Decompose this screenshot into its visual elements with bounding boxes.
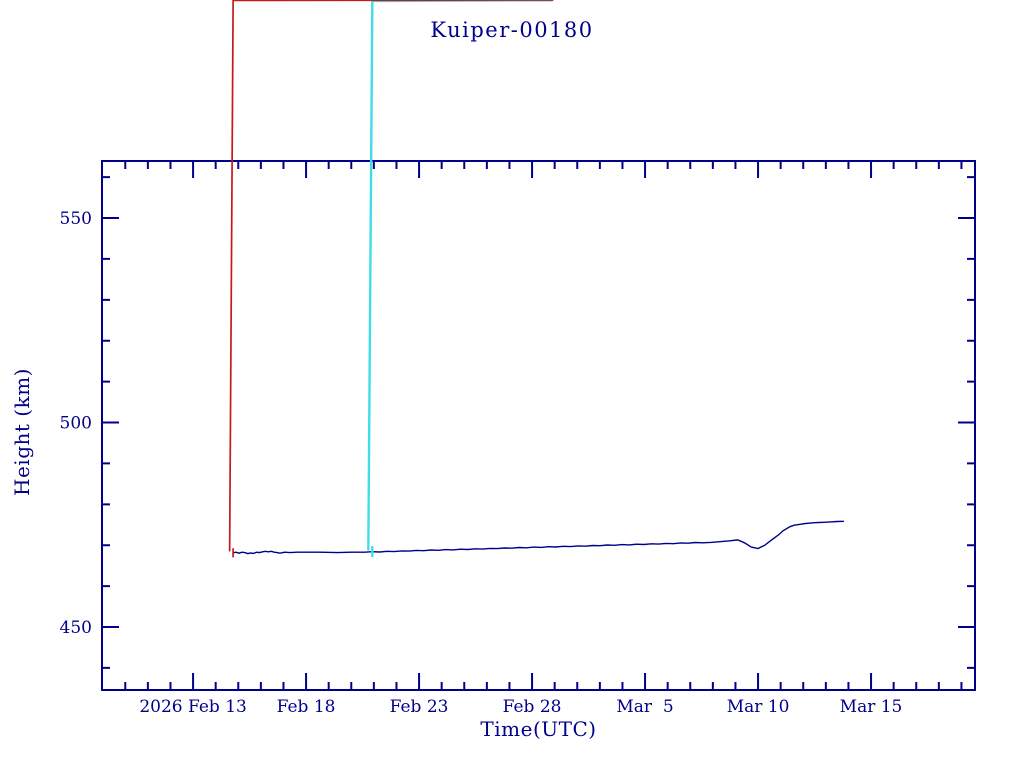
x-tick-label: Feb 23: [390, 697, 449, 717]
data-line: [232, 520, 844, 555]
axes: [101, 160, 976, 691]
y-tick-label: 500: [60, 414, 92, 434]
red-markers: [228, 0, 554, 558]
chart-title: Kuiper-00180: [430, 18, 594, 42]
axis-ticks: [102, 161, 975, 690]
cyan-markers: [367, 0, 553, 558]
y-tick-label: 450: [60, 618, 92, 638]
x-tick-label: Feb 28: [503, 697, 562, 717]
y-tick-label: 550: [60, 209, 92, 229]
x-tick-label: 2026 Feb 13: [139, 697, 247, 717]
x-axis-title: Time(UTC): [480, 717, 597, 741]
x-tick-label: Feb 18: [277, 697, 336, 717]
x-tick-label: Mar 10: [727, 697, 790, 717]
tick-labels: 2026 Feb 13 Feb 18 Feb 23 Feb 28 Mar 5 Mar 10…: [60, 209, 903, 717]
x-tick-label: Mar 15: [840, 697, 903, 717]
x-tick-label: Mar 5: [616, 697, 673, 717]
